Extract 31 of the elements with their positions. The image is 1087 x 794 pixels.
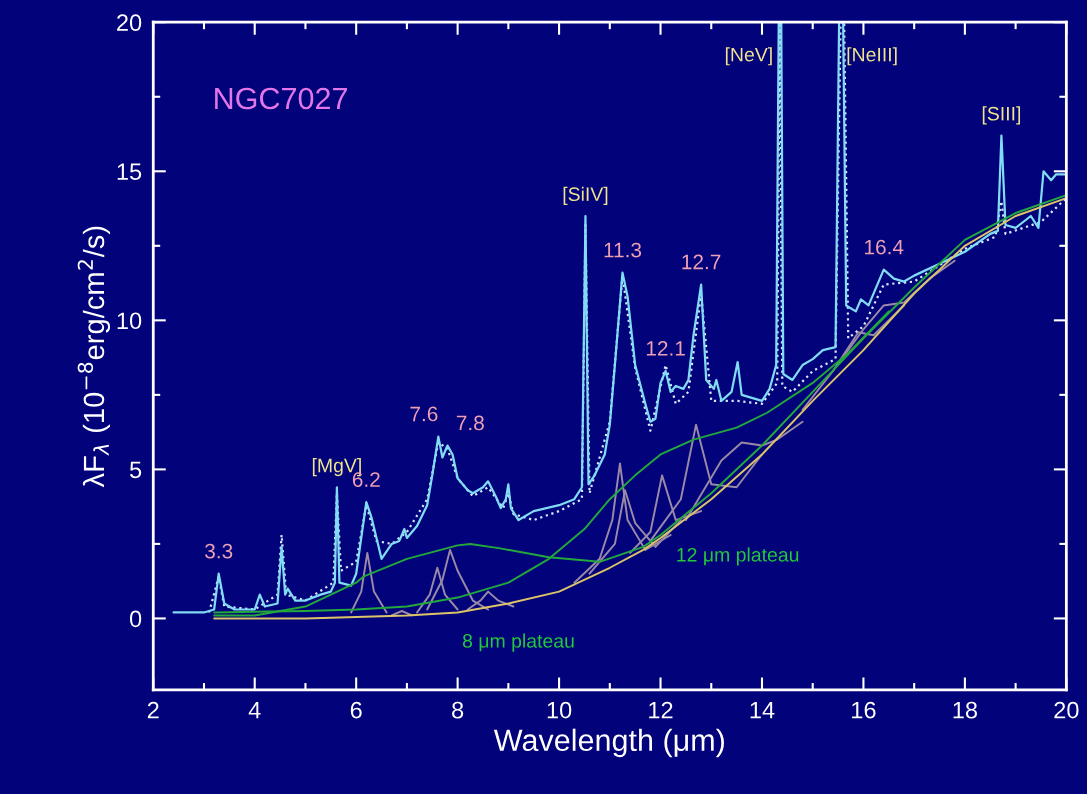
- annotation: 7.8: [456, 415, 484, 431]
- x-tick-label: 4: [248, 701, 261, 719]
- annotation: 3.3: [205, 543, 233, 559]
- x-tick-label: 12: [649, 701, 673, 719]
- annotation: [NeIII]: [847, 47, 897, 66]
- y-tick-label: 0: [129, 610, 142, 628]
- annotation: [SiIV]: [563, 186, 608, 205]
- x-tick-label: 16: [852, 701, 876, 719]
- x-tick-label: 14: [750, 701, 775, 719]
- y-tick-label: 20: [117, 14, 142, 32]
- annotation: [SIII]: [982, 106, 1021, 125]
- y-tick-label: 15: [117, 163, 142, 181]
- text: NGC7027: [215, 87, 347, 110]
- x-tick-label: 18: [953, 701, 977, 719]
- x-axis-title: Wavelength (μm): [493, 728, 724, 758]
- y-tick-label: 5: [129, 461, 142, 479]
- annotation: 16.4: [865, 239, 904, 255]
- y-tick-label: 10: [117, 312, 142, 330]
- annotation: 8 μm plateau: [462, 633, 574, 652]
- annotation: 12.1: [646, 341, 685, 356]
- x-tick-label: 2: [147, 701, 159, 719]
- x-tick-label: 6: [350, 701, 362, 719]
- annotation: 12.7: [682, 254, 721, 270]
- annotation: 11.3: [604, 242, 642, 258]
- annotation: [NeV]: [725, 47, 772, 66]
- annotation: 12 μm plateau: [677, 547, 799, 566]
- annotation: 7.6: [410, 406, 438, 422]
- x-tick-label: 8: [452, 701, 464, 719]
- y-axis-title: λF$_{λ}$ (10$^{−8}$erg/cm$^{2}$/s): [77, 226, 111, 488]
- x-tick-label: 10: [547, 701, 572, 719]
- x-tick-label: 20: [1054, 701, 1079, 719]
